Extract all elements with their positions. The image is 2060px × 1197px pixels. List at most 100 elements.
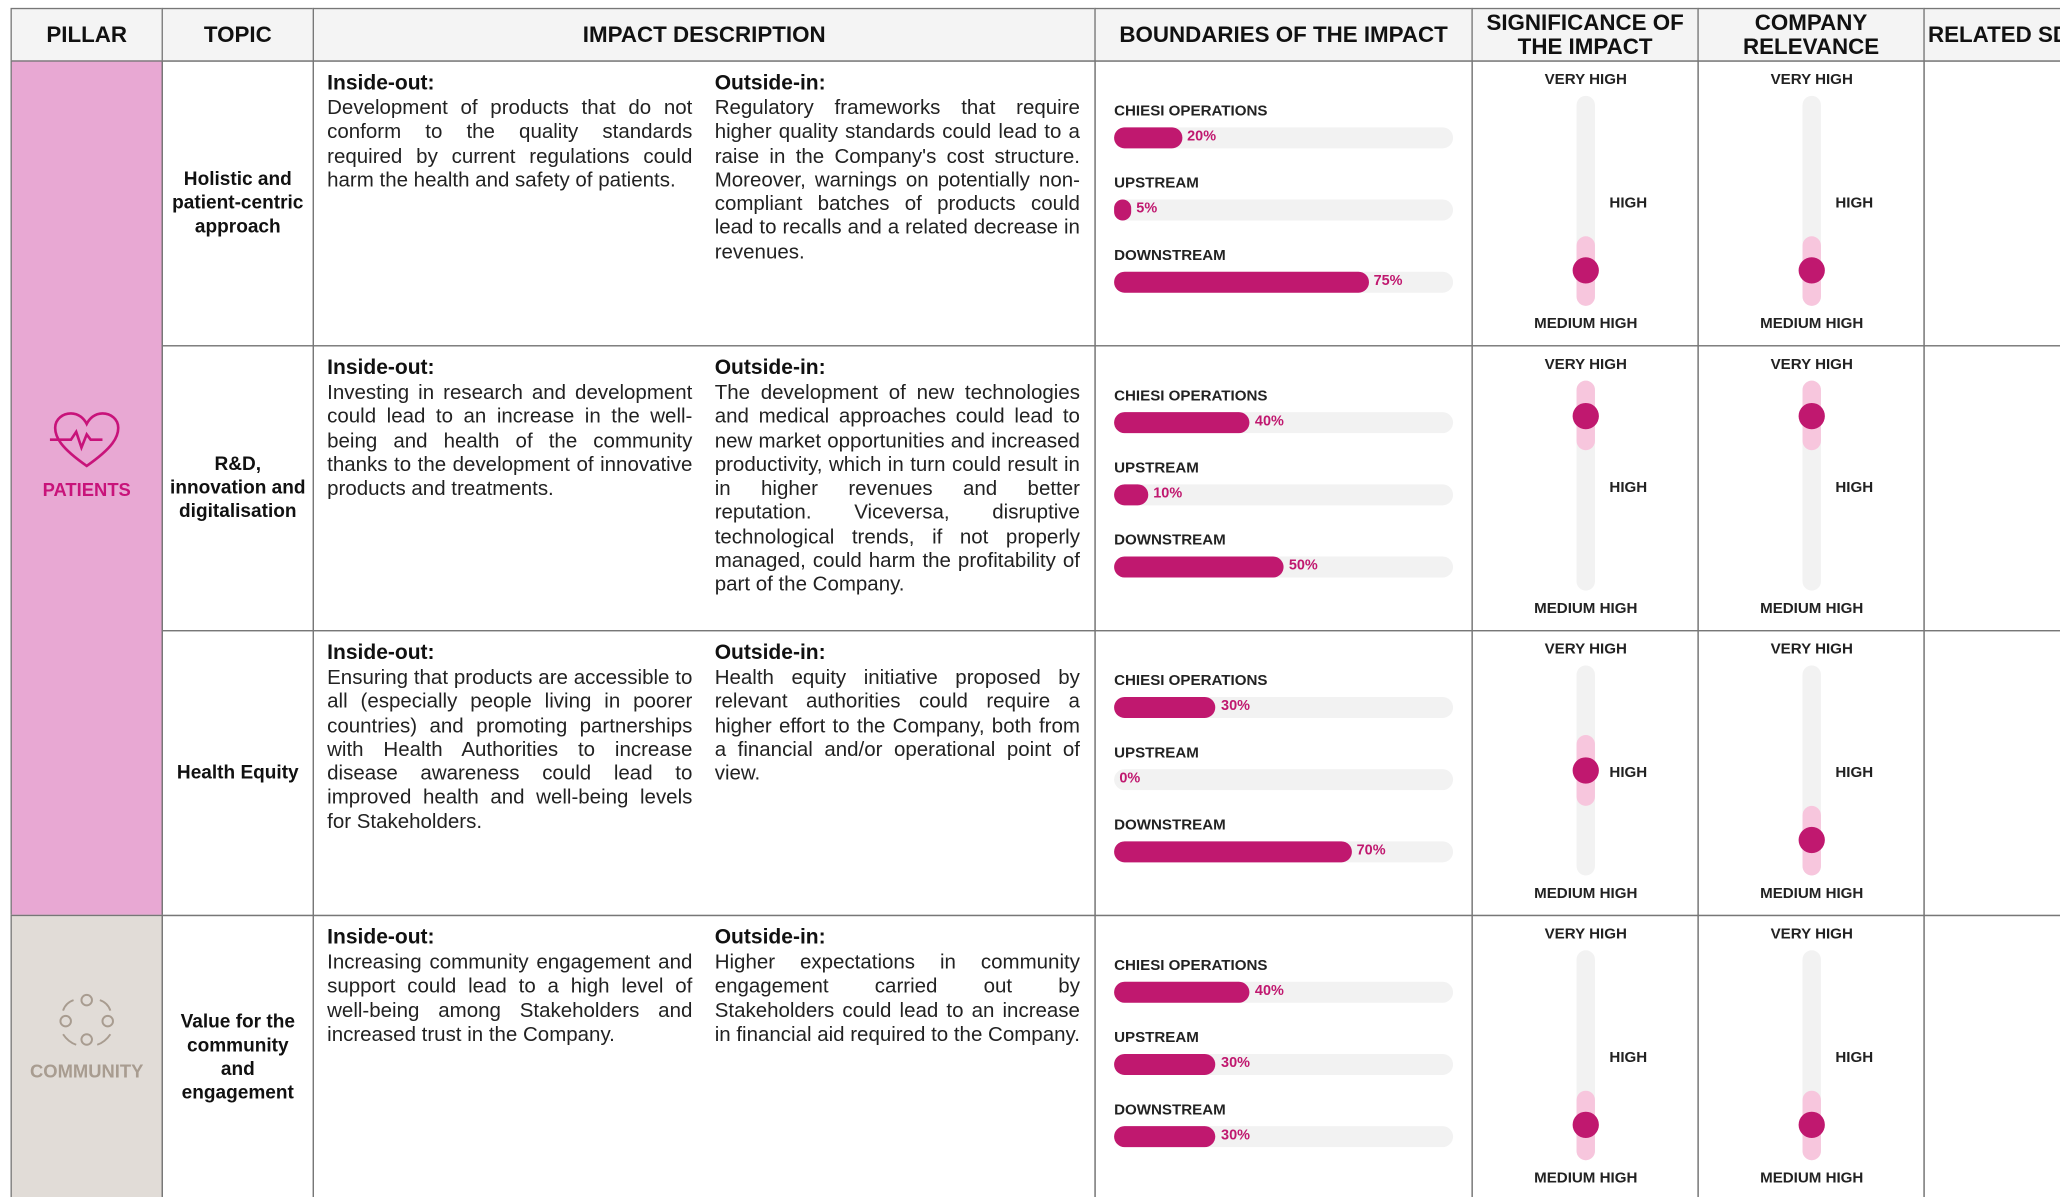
- bar-track: [1114, 769, 1454, 791]
- boundaries-cell: CHIESI OPERATIONS 40% UPSTREAM 30% DOWNSTREA…: [1094, 914, 1473, 1197]
- bar-label: 10%: [1153, 485, 1183, 502]
- sdg-cell: [1923, 914, 2060, 1197]
- inside_out-text: Development of products that do not conf…: [327, 97, 693, 192]
- bar: [1114, 484, 1148, 506]
- header-cell: IMPACT DESCRIPTION: [312, 7, 1096, 62]
- relevance-cell: VERY HIGH HIGH MEDIUM HIGH: [1697, 630, 1925, 917]
- header-cell: TOPIC: [161, 7, 314, 62]
- bar-label: 50%: [1288, 557, 1318, 574]
- bar-label: 40%: [1254, 413, 1284, 430]
- bar: [1114, 271, 1369, 293]
- level-label: MEDIUM HIGH: [1534, 601, 1638, 617]
- level-label: VERY HIGH: [1544, 357, 1627, 373]
- level-label: MEDIUM HIGH: [1760, 1170, 1864, 1187]
- description-cell: Inside-out: Investing in research and dev…: [312, 345, 1096, 632]
- boundary-label: UPSTREAM: [1114, 175, 1199, 192]
- topic-cell: Value for the community and engagement: [161, 914, 314, 1197]
- slider-dot: [1798, 827, 1825, 854]
- slider-dot: [1572, 257, 1599, 284]
- boundary-label: DOWNSTREAM: [1114, 248, 1226, 264]
- level-label: MEDIUM HIGH: [1534, 316, 1638, 333]
- topic-cell: Holistic and patient-centric approach: [161, 60, 314, 347]
- pillar-icon: [59, 993, 114, 1046]
- description-cell: Inside-out: Increasing community engageme…: [312, 914, 1096, 1197]
- bar-label: 75%: [1373, 273, 1403, 289]
- significance-cell: VERY HIGH HIGH MEDIUM HIGH: [1471, 914, 1699, 1197]
- topic: Holistic and patient-centric approach: [172, 169, 304, 238]
- relevance-cell: VERY HIGH HIGH MEDIUM HIGH: [1697, 914, 1925, 1197]
- topic: R&D, innovation and digitalisation: [170, 454, 306, 523]
- boundaries-cell: CHIESI OPERATIONS 30% UPSTREAM 0% DOWNSTREAM…: [1094, 630, 1473, 917]
- bar: [1114, 199, 1132, 221]
- slider-dot: [1572, 402, 1599, 429]
- pillar-cell: PATIENTS: [10, 60, 163, 917]
- level-label: VERY HIGH: [1770, 72, 1853, 88]
- level-label: MEDIUM HIGH: [1760, 885, 1864, 902]
- sdg-cell: [1923, 345, 2060, 632]
- outside_in-title: Outside-in:: [714, 926, 826, 949]
- outside_in-text: Higher expectations in community engagem…: [714, 951, 1080, 1046]
- bar-label: 30%: [1221, 1127, 1250, 1144]
- header-cell: SIGNIFICANCE OF THE IMPACT: [1471, 7, 1699, 62]
- level-label: HIGH: [1609, 765, 1648, 781]
- bar-label: 20%: [1187, 128, 1217, 145]
- pillar-name: PATIENTS: [42, 479, 131, 501]
- outside_in-title: Outside-in:: [714, 72, 826, 95]
- outside_in-title: Outside-in:: [714, 357, 826, 380]
- boundary-label: DOWNSTREAM: [1114, 817, 1226, 834]
- level-label: VERY HIGH: [1770, 357, 1853, 373]
- header-cell: COMPANY RELEVANCE: [1697, 7, 1925, 62]
- significance-cell: VERY HIGH HIGH MEDIUM HIGH: [1471, 630, 1699, 917]
- inside_out-title: Inside-out:: [327, 357, 435, 380]
- slider-dot: [1572, 1112, 1599, 1139]
- bar: [1114, 127, 1182, 149]
- level-label: HIGH: [1835, 1050, 1874, 1066]
- level-label: HIGH: [1835, 765, 1874, 781]
- bar: [1114, 556, 1284, 578]
- level-label: VERY HIGH: [1544, 641, 1627, 658]
- bar-track: [1114, 199, 1454, 221]
- level-label: VERY HIGH: [1770, 641, 1853, 658]
- bar: [1114, 841, 1352, 863]
- bar-label: 0%: [1119, 770, 1141, 787]
- significance-cell: VERY HIGH HIGH MEDIUM HIGH: [1471, 60, 1699, 347]
- level-label: VERY HIGH: [1544, 72, 1627, 88]
- pillar-name: COMMUNITY: [29, 1060, 144, 1082]
- header-cell: PILLAR: [10, 7, 163, 62]
- pillar-cell: COMMUNITY: [10, 914, 163, 1197]
- header-cell: BOUNDARIES OF THE IMPACT: [1094, 7, 1473, 62]
- topic-cell: Health Equity: [161, 630, 314, 917]
- sdg-cell: [1923, 60, 2060, 347]
- bar-label: 30%: [1221, 1055, 1250, 1071]
- level-label: VERY HIGH: [1770, 926, 1853, 943]
- topic: Health Equity: [176, 762, 299, 784]
- level-label: HIGH: [1835, 480, 1874, 497]
- bar-track: [1114, 127, 1454, 149]
- slider-dot: [1798, 257, 1825, 284]
- inside_out-title: Inside-out:: [327, 641, 435, 665]
- inside_out-title: Inside-out:: [327, 926, 435, 949]
- slider-dot: [1572, 757, 1599, 784]
- boundary-label: DOWNSTREAM: [1114, 1102, 1226, 1119]
- boundaries-cell: CHIESI OPERATIONS 20% UPSTREAM 5% DOWNSTREAM…: [1094, 60, 1473, 347]
- level-label: MEDIUM HIGH: [1534, 1170, 1638, 1187]
- level-label: MEDIUM HIGH: [1760, 601, 1864, 617]
- bar: [1114, 1053, 1216, 1075]
- level-label: MEDIUM HIGH: [1760, 316, 1864, 333]
- description-cell: Inside-out: Ensuring that products are ac…: [312, 630, 1096, 917]
- slider-dot: [1798, 1112, 1825, 1139]
- level-label: HIGH: [1609, 1050, 1648, 1066]
- boundary-label: UPSTREAM: [1114, 1030, 1199, 1047]
- relevance-cell: VERY HIGH HIGH MEDIUM HIGH: [1697, 345, 1925, 632]
- boundary-label: CHIESI OPERATIONS: [1114, 388, 1268, 405]
- level-label: HIGH: [1835, 195, 1874, 212]
- bar: [1114, 412, 1250, 434]
- outside_in-text: Health equity initiative proposed by rel…: [714, 666, 1080, 786]
- boundary-label: UPSTREAM: [1114, 460, 1199, 477]
- slider-dot: [1798, 402, 1825, 429]
- outside_in-text: Regulatory frameworks that require highe…: [714, 97, 1080, 264]
- level-label: MEDIUM HIGH: [1534, 885, 1638, 902]
- inside_out-text: Increasing community engagement and supp…: [327, 951, 693, 1046]
